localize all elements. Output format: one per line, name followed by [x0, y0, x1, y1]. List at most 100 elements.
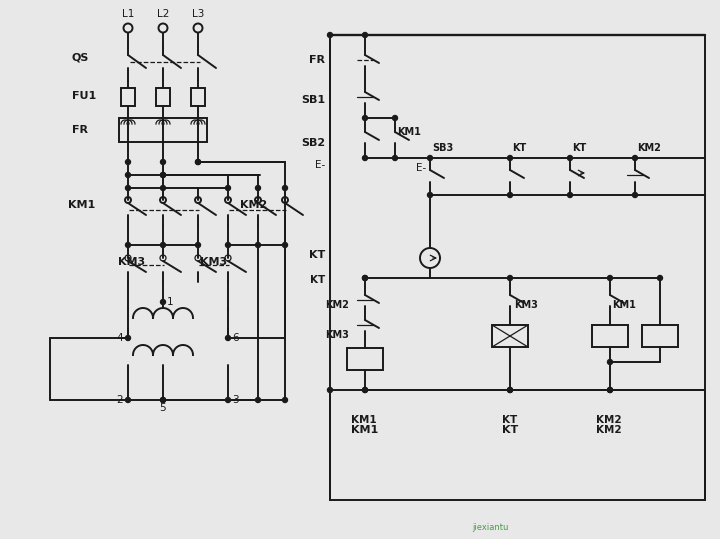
Text: KM1: KM1	[351, 425, 378, 435]
Circle shape	[125, 397, 130, 403]
Circle shape	[508, 155, 513, 161]
Text: KM3: KM3	[118, 257, 145, 267]
Circle shape	[362, 275, 367, 280]
Circle shape	[196, 243, 200, 247]
Circle shape	[225, 335, 230, 341]
Text: L2: L2	[157, 9, 169, 19]
Text: FU1: FU1	[72, 91, 96, 101]
Circle shape	[632, 155, 637, 161]
Circle shape	[256, 185, 261, 190]
Circle shape	[362, 275, 367, 280]
Text: KM2: KM2	[596, 415, 621, 425]
Circle shape	[567, 155, 572, 161]
Text: 1: 1	[167, 297, 174, 307]
Text: L1: L1	[122, 9, 134, 19]
Bar	[642, 325, 678, 347]
Circle shape	[161, 160, 166, 164]
Text: SB1: SB1	[301, 95, 325, 105]
Text: 3: 3	[232, 395, 238, 405]
Bar	[156, 88, 170, 106]
Circle shape	[508, 192, 513, 197]
Text: KM1: KM1	[612, 300, 636, 310]
Text: 4: 4	[116, 333, 122, 343]
Circle shape	[125, 185, 130, 190]
Text: KT: KT	[512, 143, 526, 153]
Circle shape	[428, 192, 433, 197]
Circle shape	[567, 192, 572, 197]
Circle shape	[362, 32, 367, 38]
Text: jiexiantu: jiexiantu	[472, 523, 508, 532]
Bar	[592, 325, 628, 347]
Circle shape	[161, 172, 166, 177]
Bar	[347, 348, 383, 370]
Text: 5: 5	[159, 403, 166, 413]
Text: KT: KT	[310, 275, 325, 285]
Text: SB2: SB2	[301, 138, 325, 148]
Circle shape	[196, 160, 200, 164]
Text: KT: KT	[572, 143, 586, 153]
Circle shape	[256, 243, 261, 247]
Circle shape	[161, 397, 166, 403]
Text: FR: FR	[72, 125, 88, 135]
Circle shape	[657, 275, 662, 280]
Text: KM3: KM3	[325, 330, 349, 340]
Text: FR: FR	[309, 55, 325, 65]
Circle shape	[161, 243, 166, 247]
Text: 6: 6	[232, 333, 238, 343]
Circle shape	[362, 388, 367, 392]
Circle shape	[256, 397, 261, 403]
Bar	[121, 88, 135, 106]
Circle shape	[392, 155, 397, 161]
Circle shape	[328, 32, 333, 38]
Circle shape	[125, 335, 130, 341]
Circle shape	[225, 397, 230, 403]
Text: L3: L3	[192, 9, 204, 19]
Circle shape	[608, 388, 613, 392]
Text: KM1: KM1	[68, 200, 95, 210]
Text: KT: KT	[309, 250, 325, 260]
Circle shape	[161, 300, 166, 305]
Text: KM1: KM1	[351, 415, 377, 425]
Circle shape	[508, 275, 513, 280]
Circle shape	[608, 388, 613, 392]
Circle shape	[161, 185, 166, 190]
Circle shape	[362, 155, 367, 161]
Text: KM2: KM2	[637, 143, 661, 153]
Circle shape	[508, 388, 513, 392]
Text: KM2: KM2	[596, 425, 621, 435]
Text: KM3: KM3	[200, 257, 227, 267]
Circle shape	[608, 360, 613, 364]
Circle shape	[328, 388, 333, 392]
Bar	[492, 325, 528, 347]
Circle shape	[282, 243, 287, 247]
Text: KT: KT	[502, 415, 517, 425]
Circle shape	[161, 172, 166, 177]
Text: QS: QS	[72, 53, 89, 63]
Text: SB3: SB3	[432, 143, 454, 153]
Circle shape	[632, 192, 637, 197]
Bar	[119, 118, 207, 142]
Text: E-: E-	[416, 163, 426, 173]
Text: 2: 2	[116, 395, 122, 405]
Text: KT: KT	[502, 425, 518, 435]
Circle shape	[392, 115, 397, 121]
Circle shape	[362, 115, 367, 121]
Text: KM3: KM3	[514, 300, 538, 310]
Text: KM2: KM2	[325, 300, 349, 310]
Circle shape	[282, 185, 287, 190]
Bar	[191, 88, 205, 106]
Circle shape	[125, 160, 130, 164]
Circle shape	[225, 243, 230, 247]
Circle shape	[125, 172, 130, 177]
Circle shape	[608, 275, 613, 280]
Circle shape	[362, 388, 367, 392]
Text: E-: E-	[315, 160, 325, 170]
Circle shape	[225, 185, 230, 190]
Circle shape	[428, 155, 433, 161]
Circle shape	[282, 397, 287, 403]
Circle shape	[161, 397, 166, 403]
Circle shape	[196, 160, 200, 164]
Circle shape	[508, 388, 513, 392]
Circle shape	[125, 243, 130, 247]
Text: KM1: KM1	[397, 127, 421, 137]
